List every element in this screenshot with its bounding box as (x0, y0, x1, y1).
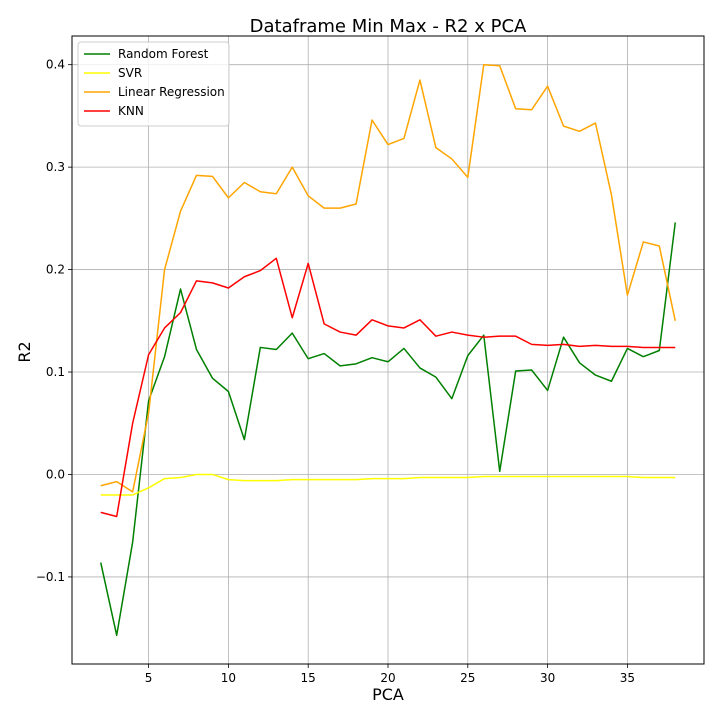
x-tick-label: 30 (540, 671, 555, 685)
y-axis-label: R2 (15, 341, 34, 362)
legend-box (77, 41, 230, 127)
series-line-linear-regression (100, 63, 677, 493)
grid (72, 36, 704, 664)
y-tick-label: 0.0 (46, 467, 65, 481)
y-tick-label: 0.2 (46, 263, 65, 277)
chart-title: Dataframe Min Max - R2 x PCA (250, 16, 527, 37)
y-tick-label: 0.4 (46, 58, 65, 72)
legend-label-linear-regression: Linear Regression (118, 85, 225, 99)
x-axis: 5 10 15 20 25 30 35 (145, 664, 635, 685)
series-line-svr (100, 473, 676, 496)
y-tick-label: 0.3 (46, 160, 65, 174)
y-tick-label: 0.1 (46, 365, 65, 379)
series-lines (99, 63, 677, 637)
legend-label-random-forest: Random Forest (118, 47, 209, 61)
x-tick-label: 25 (460, 671, 475, 685)
y-tick-label: −0.1 (36, 570, 65, 584)
legend-label-knn: KNN (118, 104, 144, 118)
x-tick-label: 10 (221, 671, 236, 685)
x-tick-label: 15 (301, 671, 316, 685)
legend-label-svr: SVR (118, 66, 142, 80)
y-axis: −0.1 0.0 0.1 0.2 0.3 0.4 (36, 58, 72, 584)
x-axis-label: PCA (372, 685, 404, 704)
legend: Random Forest SVR Linear Regression KNN (77, 41, 230, 127)
series-line-random-forest (99, 222, 677, 637)
x-tick-label: 35 (620, 671, 635, 685)
x-tick-label: 20 (380, 671, 395, 685)
series-line-knn (100, 257, 676, 518)
x-tick-label: 5 (145, 671, 153, 685)
